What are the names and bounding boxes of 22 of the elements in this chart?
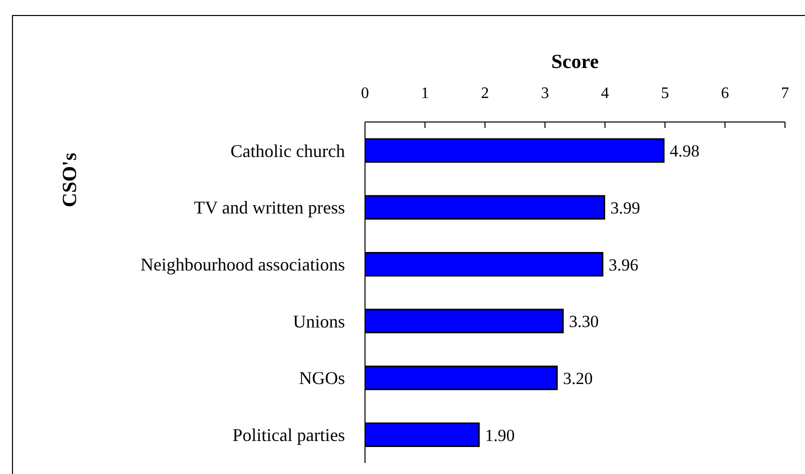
x-tick-label: 7 <box>781 85 789 102</box>
y-tick-label: Catholic church <box>230 140 345 161</box>
x-tick-label: 4 <box>601 85 609 102</box>
y-tick-label: TV and written press <box>194 198 345 218</box>
data-label: 4.98 <box>670 142 700 161</box>
y-tick-label: NGOs <box>298 368 345 388</box>
y-tick-label: Unions <box>292 311 345 332</box>
y-axis-title: CSO's <box>59 152 81 208</box>
x-axis-title: Score <box>551 51 599 73</box>
data-label: 3.99 <box>610 198 640 218</box>
x-tick-label: 2 <box>481 85 489 102</box>
y-tick-label: Neighbourhood associations <box>140 254 345 274</box>
data-label: 3.20 <box>563 368 593 388</box>
x-tick-label: 6 <box>721 85 729 102</box>
data-label: 3.30 <box>569 312 599 332</box>
x-tick-label: 5 <box>661 85 669 102</box>
y-tick-label: Political parties <box>232 424 345 445</box>
x-tick-label: 1 <box>421 85 429 102</box>
x-tick-label: 3 <box>541 85 549 102</box>
x-tick-label: 0 <box>361 85 369 102</box>
data-label: 3.96 <box>608 255 638 274</box>
data-label: 1.90 <box>485 426 515 445</box>
